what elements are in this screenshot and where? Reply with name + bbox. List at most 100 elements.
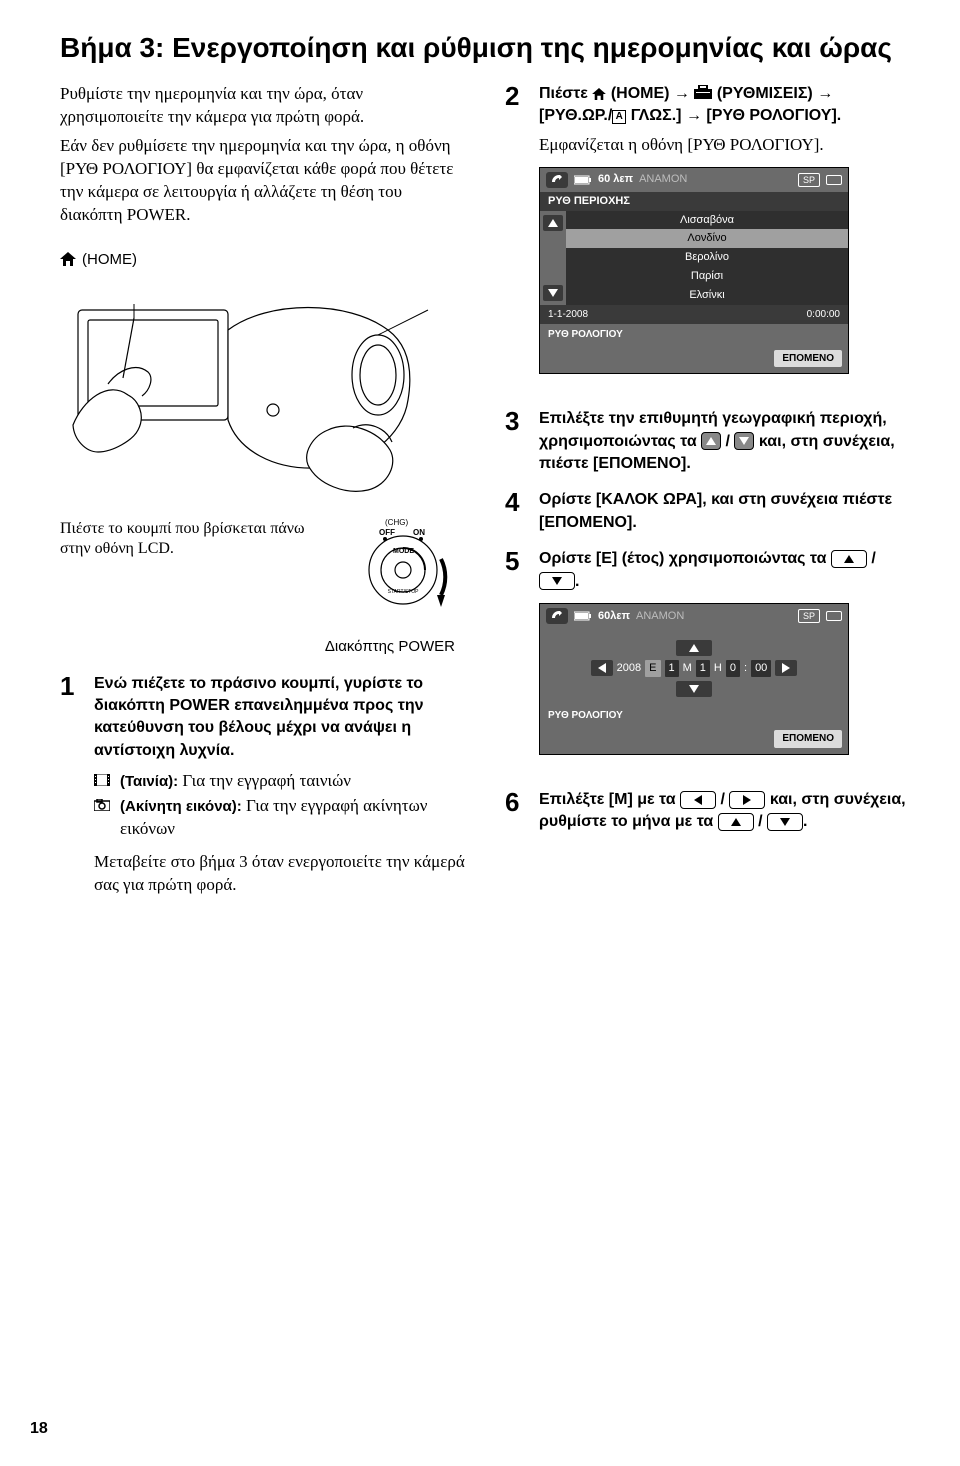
step-1-still: (Ακίνητη εικόνα): Για την εγγραφή ακίνητ… — [94, 795, 465, 841]
shot2-sp: SP — [798, 609, 820, 623]
shot-date: 1-1-2008 — [548, 308, 588, 322]
film-label: (Ταινία): — [120, 773, 178, 790]
shot-topbar: 60 λεπ ANAMON SP — [540, 168, 848, 192]
shot-standby: ANAMON — [639, 172, 687, 187]
up-dark-icon — [701, 432, 721, 450]
shot2-h: H — [714, 661, 722, 676]
right-button-icon — [729, 791, 765, 809]
up-icon — [676, 640, 712, 656]
shot2-next-button: ΕΠΟΜΕΝΟ — [774, 730, 842, 748]
shot2-year: 2008 — [617, 661, 641, 676]
battery-icon — [574, 175, 592, 185]
shot2-e: E — [645, 660, 660, 677]
shot2-v2: 1 — [696, 660, 710, 677]
step-1-text: Ενώ πιέζετε το πράσινο κουμπί, γυρίστε τ… — [94, 673, 465, 763]
page-title: Βήμα 3: Ενεργοποίηση και ρύθμιση της ημε… — [60, 30, 910, 65]
step-6: 6 Επιλέξτε [Μ] με τα / και, στη συνέχεια… — [505, 789, 910, 834]
drum-icon — [826, 611, 842, 621]
step-3-number: 3 — [505, 408, 529, 475]
power-caption: Διακόπτης POWER — [60, 638, 455, 655]
step-1-note: Μεταβείτε στο βήμα 3 όταν ενεργοποιείτε … — [94, 851, 465, 897]
back-icon — [546, 172, 568, 188]
region-item: Λισσαβόνα — [566, 211, 848, 230]
left-button-icon — [680, 791, 716, 809]
lang-a-icon: A — [612, 110, 626, 124]
down-button-icon — [539, 572, 575, 590]
region-item: Λονδίνο — [566, 229, 848, 248]
svg-text:OFF: OFF — [379, 528, 395, 537]
step-4-text: Ορίστε [ΚΑΛΟΚ ΩΡΑ], και στη συνέχεια πιέ… — [539, 489, 910, 534]
region-item: Παρίσι — [566, 267, 848, 286]
step-5-number: 5 — [505, 548, 529, 775]
step-1-film: (Ταινία): Για την εγγραφή ταινιών — [94, 770, 465, 793]
svg-text:START/STOP: START/STOP — [388, 589, 420, 595]
film-icon — [94, 770, 110, 793]
step-6-text: Επιλέξτε [Μ] με τα / και, στη συνέχεια, … — [539, 789, 910, 834]
camera-illustration — [60, 275, 465, 515]
shot-battery: 60 λεπ — [598, 172, 633, 187]
mode-dial: (CHG) OFF ON MODE START/STOP — [345, 515, 465, 630]
intro-2: Εάν δεν ρυθμίσετε την ημερομηνία και την… — [60, 135, 465, 227]
step-5: 5 Ορίστε [Ε] (έτος) χρησιμοποιώντας τα /… — [505, 548, 910, 775]
shot2-m: M — [683, 661, 692, 676]
step-4: 4 Ορίστε [ΚΑΛΟΚ ΩΡΑ], και στη συνέχεια π… — [505, 489, 910, 534]
chg-label: (CHG) — [385, 518, 408, 527]
step-4-number: 4 — [505, 489, 529, 534]
home-label-text: (HOME) — [82, 251, 137, 268]
up-icon — [543, 215, 563, 231]
back-icon — [546, 608, 568, 624]
film-rest: Για την εγγραφή ταινιών — [182, 771, 351, 790]
step-2: 2 Πιέστε (HOME) → (ΡΥΘΜΙΣΕΙΣ) → [ΡΥΘ.ΩΡ.… — [505, 83, 910, 394]
shot-region-list: ΛισσαβόναΛονδίνοΒερολίνοΠαρίσιΕλσίνκι — [566, 211, 848, 305]
shot2-standby: ANAMON — [636, 609, 684, 624]
step-2-text: Πιέστε (HOME) → (ΡΥΘΜΙΣΕΙΣ) → [ΡΥΘ.ΩΡ./A… — [539, 83, 910, 128]
step-3: 3 Επιλέξτε την επιθυμητή γεωγραφική περι… — [505, 408, 910, 475]
toolbox-icon — [694, 85, 712, 99]
shot-label: ΡΥΘ ΡΟΛΟΓΙΟΥ — [540, 324, 848, 346]
intro-1: Ρυθμίστε την ημερομηνία και την ώρα, ότα… — [60, 83, 465, 129]
up-button-icon — [831, 550, 867, 568]
columns: Ρυθμίστε την ημερομηνία και την ώρα, ότα… — [60, 83, 910, 911]
shot-header: ΡΥΘ ΠΕΡΙΟΧΗΣ — [540, 192, 848, 211]
shot-sp: SP — [798, 173, 820, 187]
shot-next-button: ΕΠΟΜΕΝΟ — [774, 350, 842, 368]
shot2-v3: 0 — [726, 660, 740, 677]
home-icon — [592, 85, 606, 103]
drum-icon — [826, 175, 842, 185]
screenshot-date: 60λεπ ANAMON SP 2008 E 1 M 1 — [539, 603, 849, 755]
region-item: Βερολίνο — [566, 248, 848, 267]
step-6-number: 6 — [505, 789, 529, 834]
up-button-icon — [718, 813, 754, 831]
home-label: (HOME) — [60, 251, 465, 269]
shot2-topbar: 60λεπ ANAMON SP — [540, 604, 848, 628]
right-icon — [775, 660, 797, 676]
date-row: 2008 E 1 M 1 H 0:00 — [546, 660, 842, 677]
shot-footer: 1-1-2008 0:00:00 — [540, 305, 848, 325]
svg-text:ON: ON — [413, 528, 425, 537]
step-2-appears: Εμφανίζεται η οθόνη [ΡΥΘ ΡΟΛΟΓΙΟΥ]. — [539, 134, 910, 157]
shot2-v1: 1 — [665, 660, 679, 677]
left-icon — [591, 660, 613, 676]
shot2-battery: 60λεπ — [598, 609, 630, 624]
shot-time: 0:00:00 — [807, 308, 840, 322]
down-icon — [543, 285, 563, 301]
down-button-icon — [767, 813, 803, 831]
right-column: 2 Πιέστε (HOME) → (ΡΥΘΜΙΣΕΙΣ) → [ΡΥΘ.ΩΡ.… — [505, 83, 910, 911]
shot2-label: ΡΥΘ ΡΟΛΟΓΙΟΥ — [540, 705, 848, 727]
still-label: (Ακίνητη εικόνα): — [120, 798, 242, 815]
page-number: 18 — [30, 1420, 48, 1438]
region-item: Ελσίνκι — [566, 286, 848, 305]
step-1-number: 1 — [60, 673, 84, 897]
svg-text:MODE: MODE — [393, 548, 414, 555]
shot2-v4: 00 — [751, 660, 771, 677]
screenshot-region: 60 λεπ ANAMON SP ΡΥΘ ΠΕΡΙΟΧΗΣ ΛισσαβόναΛ… — [539, 167, 849, 375]
battery-icon — [574, 611, 592, 621]
down-dark-icon — [734, 432, 754, 450]
lcd-caption: Πιέστε το κουμπί που βρίσκεται πάνω στην… — [60, 519, 325, 561]
step-1: 1 Ενώ πιέζετε το πράσινο κουμπί, γυρίστε… — [60, 673, 465, 897]
step-5-text: Ορίστε [Ε] (έτος) χρησιμοποιώντας τα / . — [539, 548, 910, 593]
step-3-text: Επιλέξτε την επιθυμητή γεωγραφική περιοχ… — [539, 408, 910, 475]
left-column: Ρυθμίστε την ημερομηνία και την ώρα, ότα… — [60, 83, 465, 911]
still-icon — [94, 795, 110, 841]
home-icon — [60, 251, 76, 269]
